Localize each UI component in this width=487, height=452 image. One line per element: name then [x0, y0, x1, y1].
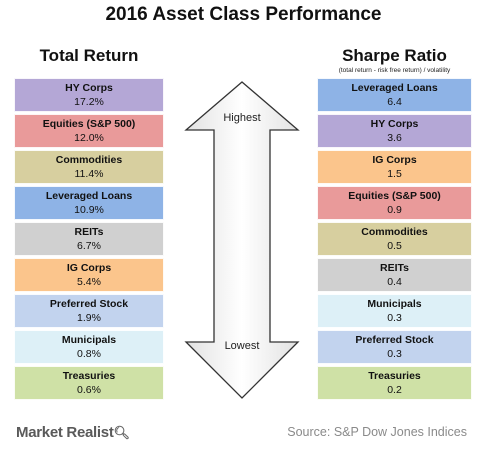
- asset-tile: REITs 6.7%: [14, 222, 164, 256]
- asset-tile: Equities (S&P 500) 0.9: [317, 186, 472, 220]
- total-return-tiles: HY Corps 17.2% Equities (S&P 500) 12.0% Comm…: [14, 78, 164, 408]
- asset-value: 6.4: [387, 96, 402, 108]
- asset-value: 1.5: [387, 168, 402, 180]
- asset-value: 0.3: [387, 348, 402, 360]
- asset-tile: Municipals 0.8%: [14, 330, 164, 364]
- asset-value: 11.4%: [74, 168, 104, 180]
- asset-tile: IG Corps 1.5: [317, 150, 472, 184]
- asset-name: Leveraged Loans: [45, 190, 133, 202]
- asset-name: REITs: [380, 262, 409, 274]
- asset-name: Municipals: [61, 334, 117, 346]
- asset-name: Municipals: [367, 298, 422, 310]
- asset-name: Equities (S&P 500): [348, 190, 441, 202]
- sharpe-ratio-tiles: Leveraged Loans 6.4 HY Corps 3.6 IG Corps 1.5…: [317, 78, 472, 408]
- asset-value: 0.2: [387, 384, 402, 396]
- asset-tile: IG Corps 5.4%: [14, 258, 164, 292]
- asset-tile: Preferred Stock 0.3: [317, 330, 472, 364]
- asset-name: Preferred Stock: [49, 298, 129, 310]
- total-return-heading: Total Return: [39, 46, 139, 65]
- asset-value: 12.0%: [74, 132, 104, 144]
- asset-value: 10.9%: [74, 204, 104, 216]
- asset-value: 3.6: [387, 132, 402, 144]
- asset-value: 5.4%: [77, 276, 101, 288]
- asset-name: Leveraged Loans: [351, 82, 438, 94]
- asset-name: Commodities: [361, 226, 428, 238]
- asset-name: Treasuries: [368, 370, 421, 382]
- asset-tile: Treasuries 0.6%: [14, 366, 164, 400]
- asset-tile: Leveraged Loans 6.4: [317, 78, 472, 112]
- asset-name: Equities (S&P 500): [42, 118, 136, 130]
- asset-name: Preferred Stock: [355, 334, 434, 346]
- asset-value: 0.6%: [77, 384, 101, 396]
- asset-tile: Preferred Stock 1.9%: [14, 294, 164, 328]
- asset-tile: REITs 0.4: [317, 258, 472, 292]
- asset-value: 0.9: [387, 204, 402, 216]
- asset-name: Treasuries: [62, 370, 116, 382]
- market-realist-logo: Market Realist🔍︎: [16, 424, 130, 441]
- asset-name: HY Corps: [370, 118, 419, 130]
- asset-value: 6.7%: [77, 240, 101, 252]
- asset-value: 1.9%: [77, 312, 101, 324]
- asset-tile: HY Corps 17.2%: [14, 78, 164, 112]
- asset-value: 0.8%: [77, 348, 101, 360]
- chart-title: 2016 Asset Class Performance: [105, 4, 382, 25]
- asset-name: IG Corps: [372, 154, 417, 166]
- asset-value: 0.4: [387, 276, 402, 288]
- asset-value: 0.3: [387, 312, 402, 324]
- asset-value: 17.2%: [74, 96, 104, 108]
- asset-tile: Commodities 11.4%: [14, 150, 164, 184]
- asset-tile: Commodities 0.5: [317, 222, 472, 256]
- sharpe-ratio-subtitle: (total return - risk free return) / vola…: [338, 67, 451, 74]
- sharpe-ratio-heading: Sharpe Ratio: [342, 46, 447, 65]
- asset-name: Commodities: [55, 154, 123, 166]
- magnifier-icon: 🔍︎: [113, 425, 131, 440]
- logo-text: Market Realist: [16, 424, 114, 441]
- asset-name: REITs: [74, 226, 104, 238]
- asset-name: HY Corps: [65, 82, 113, 94]
- asset-tile: HY Corps 3.6: [317, 114, 472, 148]
- asset-tile: Leveraged Loans 10.9%: [14, 186, 164, 220]
- asset-value: 0.5: [387, 240, 402, 252]
- arrow-top-label: Highest: [223, 112, 260, 124]
- source-note: Source: S&P Dow Jones Indices: [287, 425, 467, 439]
- asset-name: IG Corps: [66, 262, 112, 274]
- asset-tile: Treasuries 0.2: [317, 366, 472, 400]
- asset-tile: Municipals 0.3: [317, 294, 472, 328]
- asset-tile: Equities (S&P 500) 12.0%: [14, 114, 164, 148]
- double-arrow-shape: [184, 81, 300, 399]
- arrow-bottom-label: Lowest: [225, 340, 260, 352]
